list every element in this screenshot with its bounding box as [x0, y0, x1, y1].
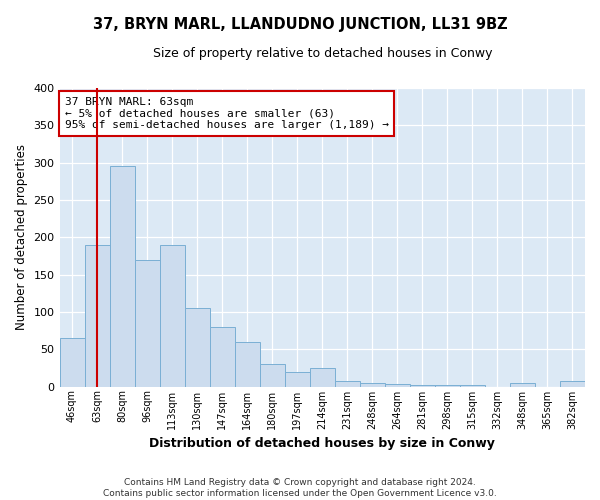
Title: Size of property relative to detached houses in Conwy: Size of property relative to detached ho…: [152, 48, 492, 60]
X-axis label: Distribution of detached houses by size in Conwy: Distribution of detached houses by size …: [149, 437, 495, 450]
Text: Contains HM Land Registry data © Crown copyright and database right 2024.
Contai: Contains HM Land Registry data © Crown c…: [103, 478, 497, 498]
Bar: [460, 385, 485, 386]
Bar: [110, 166, 134, 386]
Bar: [209, 327, 235, 386]
Bar: [185, 308, 209, 386]
Bar: [335, 380, 360, 386]
Bar: [160, 245, 185, 386]
Bar: [410, 385, 435, 386]
Text: 37, BRYN MARL, LLANDUDNO JUNCTION, LL31 9BZ: 37, BRYN MARL, LLANDUDNO JUNCTION, LL31 …: [92, 18, 508, 32]
Bar: [85, 245, 110, 386]
Bar: [235, 342, 260, 386]
Bar: [435, 385, 460, 386]
Bar: [134, 260, 160, 386]
Bar: [260, 364, 285, 386]
Bar: [510, 383, 535, 386]
Bar: [59, 338, 85, 386]
Bar: [285, 372, 310, 386]
Y-axis label: Number of detached properties: Number of detached properties: [15, 144, 28, 330]
Bar: [360, 383, 385, 386]
Text: 37 BRYN MARL: 63sqm
← 5% of detached houses are smaller (63)
95% of semi-detache: 37 BRYN MARL: 63sqm ← 5% of detached hou…: [65, 97, 389, 130]
Bar: [560, 382, 585, 386]
Bar: [385, 384, 410, 386]
Bar: [310, 368, 335, 386]
